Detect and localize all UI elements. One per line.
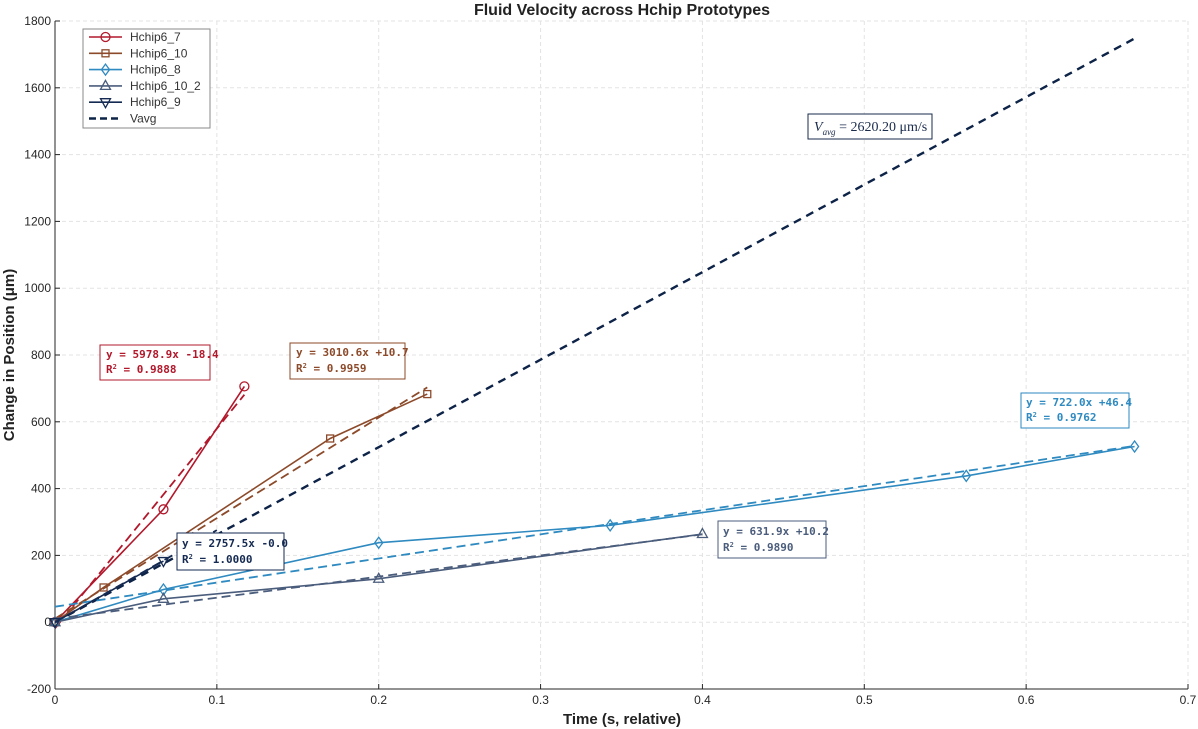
x-tick-label: 0.6 <box>1018 693 1035 707</box>
legend-label: Hchip6_8 <box>130 63 181 77</box>
data-point <box>423 389 432 399</box>
legend-entry: Vavg <box>89 112 156 126</box>
y-tick-label: 400 <box>31 482 51 496</box>
legend-label: Hchip6_10_2 <box>130 79 201 93</box>
annotation-r2: R2 = 0.9890 <box>723 541 793 554</box>
vavg-label: Vavg = 2620.20 μm/s <box>814 120 927 137</box>
y-tick-label: 0 <box>44 615 51 629</box>
y-axis-title: Change in Position (μm) <box>1 269 18 442</box>
data-point <box>157 556 170 568</box>
x-tick-label: 0.2 <box>370 693 387 707</box>
x-tick-label: 0.7 <box>1180 693 1197 707</box>
data-line <box>54 393 428 623</box>
annotation-box <box>289 342 406 380</box>
legend-box <box>82 28 211 129</box>
fit-annotation-hchip6-10: y = 3010.6x +10.7 R2 = 0.9959 <box>289 342 409 380</box>
chart-title: Fluid Velocity across Hchip Prototypes <box>474 2 770 19</box>
legend-label: Vavg <box>130 112 156 126</box>
data-line <box>54 385 246 623</box>
legend-entry: Hchip6_8 <box>89 63 181 77</box>
data-point <box>373 536 384 550</box>
legend-marker <box>100 62 111 77</box>
x-tick-label: 0.5 <box>856 693 873 707</box>
legend-marker <box>99 79 112 91</box>
y-tick-label: 1200 <box>24 214 51 228</box>
annotation-box <box>717 520 827 559</box>
vavg-line <box>54 37 1136 624</box>
y-tick-label: 800 <box>31 348 51 362</box>
data-point <box>372 571 385 583</box>
fit-annotation-hchip6-8: y = 722.0x +46.4 R2 = 0.9762 <box>1020 392 1132 429</box>
fit-line <box>54 386 428 620</box>
annotation-equation: y = 5978.9x -18.4 <box>106 348 219 361</box>
x-tick-label: 0.4 <box>694 693 711 707</box>
x-tick-label: 0.1 <box>209 693 226 707</box>
data-point <box>326 434 335 443</box>
y-tick-label: 1400 <box>24 148 51 162</box>
annotation-box <box>176 532 285 571</box>
fit-line <box>54 533 703 620</box>
legend: Hchip6_7 Hchip6_10 Hchip6_8 Hchip6_10_2 Hchi… <box>82 28 211 129</box>
data-point <box>961 469 972 483</box>
axes: 0 0.1 0.2 0.3 0.4 0.5 0.6 0.7-20002004006008001… <box>24 14 1196 707</box>
annotation-equation: y = 631.9x +10.2 <box>723 525 829 538</box>
annotation-equation: y = 3010.6x +10.7 <box>296 346 409 359</box>
x-axis-title: Time (s, relative) <box>563 711 681 728</box>
data-point <box>48 618 62 630</box>
fit-annotation-hchip6-7: y = 5978.9x -18.4 R2 = 0.9888 <box>99 344 219 381</box>
data-point <box>158 504 169 515</box>
y-tick-label: 1600 <box>24 81 51 95</box>
legend-marker <box>99 98 112 110</box>
annotation-r2: R2 = 0.9959 <box>296 362 366 375</box>
vavg-layer <box>54 37 1136 624</box>
data-point <box>239 381 250 392</box>
legend-label: Hchip6_7 <box>130 30 181 44</box>
data-point <box>605 518 615 532</box>
annotation-box <box>1020 392 1130 429</box>
annotation-r2: R2 = 0.9888 <box>106 363 176 376</box>
legend-entry: Hchip6_9 <box>89 95 181 109</box>
legend-marker <box>100 31 111 43</box>
vavg-annotation: Vavg = 2620.20 μm/s <box>807 113 933 140</box>
legend-entry: Hchip6_10_2 <box>89 79 201 93</box>
legend-marker <box>101 49 110 58</box>
y-tick-label: 200 <box>31 548 51 562</box>
data-point <box>158 582 169 597</box>
data-point <box>157 591 170 603</box>
fit-annotation-hchip6-9: y = 2757.5x -0.0 R2 = 1.0000 <box>176 532 288 571</box>
y-tick-label: 1800 <box>24 14 51 28</box>
fit-annotation-hchip6-10-2: y = 631.9x +10.2 R2 = 0.9890 <box>717 520 829 559</box>
annotation-equation: y = 722.0x +46.4 <box>1026 396 1132 409</box>
data-line <box>54 445 1135 623</box>
y-tick-label: 1000 <box>24 281 51 295</box>
annotation-box <box>807 113 933 140</box>
annotation-r2: R2 = 1.0000 <box>182 553 252 566</box>
legend-label: Hchip6_10 <box>130 46 188 60</box>
annotation-r2: R2 = 0.9762 <box>1026 411 1096 424</box>
data-point <box>99 583 108 592</box>
annotation-equation: y = 2757.5x -0.0 <box>182 537 288 550</box>
data-point <box>1129 439 1140 454</box>
x-tick-label: 0.3 <box>532 693 549 707</box>
data-line <box>54 533 703 623</box>
legend-label: Hchip6_9 <box>130 95 181 109</box>
legend-entry: Hchip6_7 <box>89 30 181 44</box>
data-line <box>54 560 164 623</box>
series-hchip6-7 <box>49 381 250 629</box>
y-tick-label: 600 <box>31 415 51 429</box>
data-point <box>696 527 709 539</box>
annotation-box <box>99 344 211 381</box>
legend-entry: Hchip6_10 <box>89 46 188 60</box>
x-tick-label: 0 <box>52 693 59 707</box>
plot-area <box>55 21 1188 689</box>
y-tick-label: -200 <box>27 682 51 696</box>
